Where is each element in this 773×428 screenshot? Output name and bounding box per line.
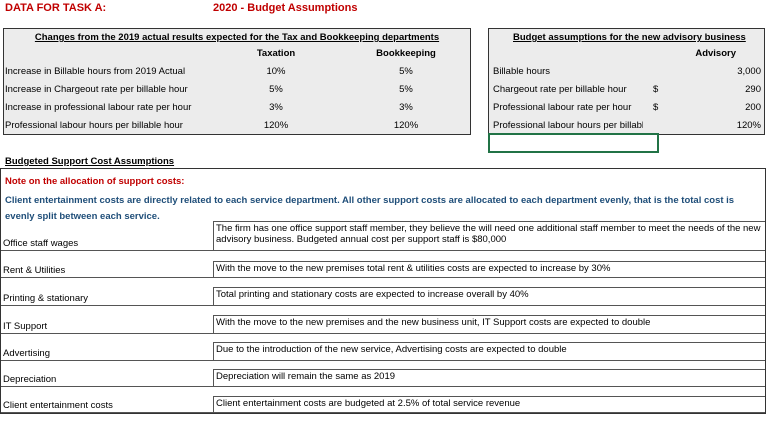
note-text: Client entertainment costs are directly …	[5, 195, 735, 222]
cell-value: 200	[745, 102, 761, 113]
assumption-text: Due to the introduction of the new servi…	[213, 342, 765, 361]
cell-value: 3,000	[737, 66, 761, 77]
currency-symbol: $	[653, 84, 659, 95]
cell-value: 120%	[263, 120, 289, 131]
support-table: Note on the allocation of support costs:…	[0, 168, 766, 414]
item-label: Office staff wages	[1, 221, 213, 251]
row-label: Increase in Chargeout rate per billable …	[5, 84, 188, 95]
row-label: Chargeout rate per billable hour	[493, 84, 627, 95]
row-label: Professional labour hours per billable	[493, 120, 643, 131]
cell-value: 3%	[269, 102, 283, 113]
table-title: Changes from the 2019 actual results exp…	[34, 32, 440, 43]
assumption-text: Client entertainment costs are budgeted …	[213, 396, 765, 413]
assumption-text: With the move to the new premises and th…	[213, 315, 765, 334]
item-label: Advertising	[1, 342, 213, 361]
row-label: Increase in professional labour rate per…	[5, 102, 192, 113]
cell-value: 5%	[269, 84, 283, 95]
cell-value: 120%	[736, 120, 761, 131]
advisory-table: Budget assumptions for the new advisory …	[488, 28, 765, 135]
column-header: Bookkeeping	[376, 48, 436, 59]
assumption-text: The firm has one office support staff me…	[213, 221, 765, 251]
page-title: 2020 - Budget Assumptions	[213, 2, 358, 14]
row-label: Billable hours	[493, 66, 551, 77]
tax-table: Changes from the 2019 actual results exp…	[3, 28, 471, 135]
table-title: Budget assumptions for the new advisory …	[513, 32, 746, 43]
section-title: Budgeted Support Cost Assumptions	[5, 156, 175, 167]
cell-value: 10%	[266, 66, 286, 77]
assumption-text: With the move to the new premises total …	[213, 261, 765, 278]
cell-value: 3%	[399, 102, 413, 113]
item-label: Printing & stationary	[1, 287, 213, 306]
row-label: Professional labour rate per hour	[493, 102, 632, 113]
item-label: IT Support	[1, 315, 213, 334]
task-label: DATA FOR TASK A:	[5, 2, 107, 14]
cell-value: 5%	[399, 66, 413, 77]
assumption-text: Total printing and stationary costs are …	[213, 287, 765, 306]
row-label: Professional labour hours per billable h…	[5, 120, 183, 131]
column-header: Advisory	[695, 48, 736, 59]
selected-cell[interactable]	[488, 133, 659, 153]
note-title: Note on the allocation of support costs:	[5, 176, 185, 187]
item-label: Rent & Utilities	[1, 261, 213, 278]
item-label: Client entertainment costs	[1, 396, 213, 413]
assumption-text: Depreciation will remain the same as 201…	[213, 369, 765, 387]
cell-value: 120%	[393, 120, 419, 131]
column-header: Taxation	[256, 48, 296, 59]
cell-value: 5%	[399, 84, 413, 95]
row-label: Increase in Billable hours from 2019 Act…	[5, 66, 186, 77]
currency-symbol: $	[653, 102, 659, 113]
item-label: Depreciation	[1, 369, 213, 387]
cell-value: 290	[745, 84, 761, 95]
